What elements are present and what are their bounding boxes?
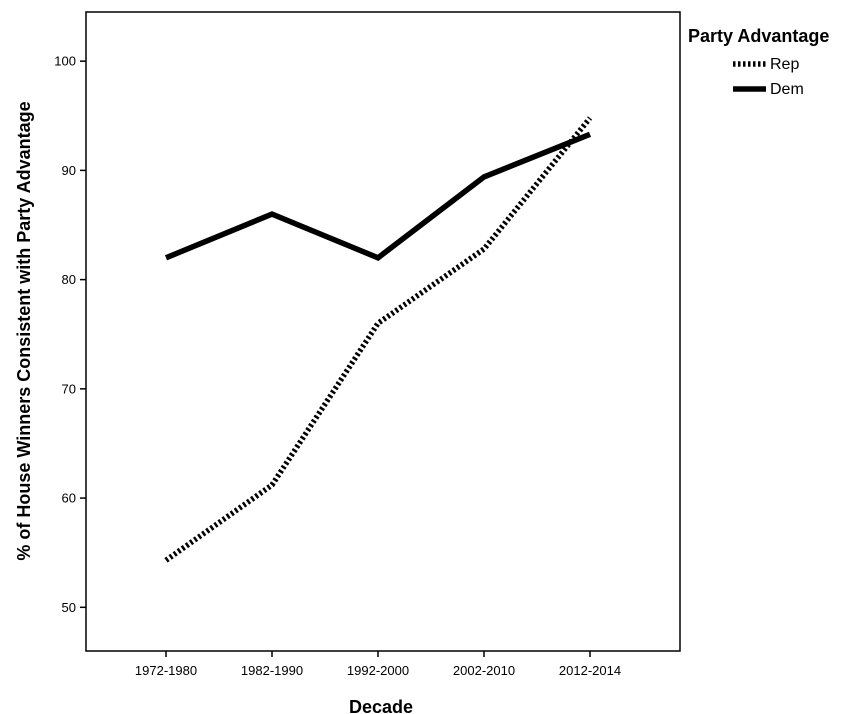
y-tick-label: 70 — [62, 381, 76, 396]
plot-frame — [85, 11, 681, 652]
y-tick-label: 60 — [62, 491, 76, 506]
x-tick-label: 2002-2010 — [453, 663, 515, 678]
x-tick-label: 2012-2014 — [559, 663, 621, 678]
series-layer — [164, 116, 593, 563]
y-tick-label: 90 — [62, 163, 76, 178]
x-tick-label: 1992-2000 — [347, 663, 409, 678]
series-line-dem — [164, 131, 592, 261]
legend: Party Advantage Rep Dem — [688, 26, 829, 98]
x-axis: 1972-1980 1982-1990 1992-2000 2002-2010 2012… — [135, 651, 621, 678]
legend-title: Party Advantage — [688, 26, 829, 46]
y-axis-title: % of House Winners Consistent with Party… — [14, 101, 34, 560]
y-axis: 50 60 70 80 90 100 — [54, 54, 86, 615]
y-tick-label: 50 — [62, 600, 76, 615]
legend-label-rep: Rep — [770, 56, 799, 73]
series-line-rep — [164, 116, 593, 563]
y-tick-label: 80 — [62, 272, 76, 287]
x-tick-label: 1982-1990 — [241, 663, 303, 678]
x-tick-label: 1972-1980 — [135, 663, 197, 678]
legend-label-dem: Dem — [770, 81, 804, 98]
y-tick-label: 100 — [54, 54, 76, 69]
x-axis-title: Decade — [349, 697, 413, 714]
